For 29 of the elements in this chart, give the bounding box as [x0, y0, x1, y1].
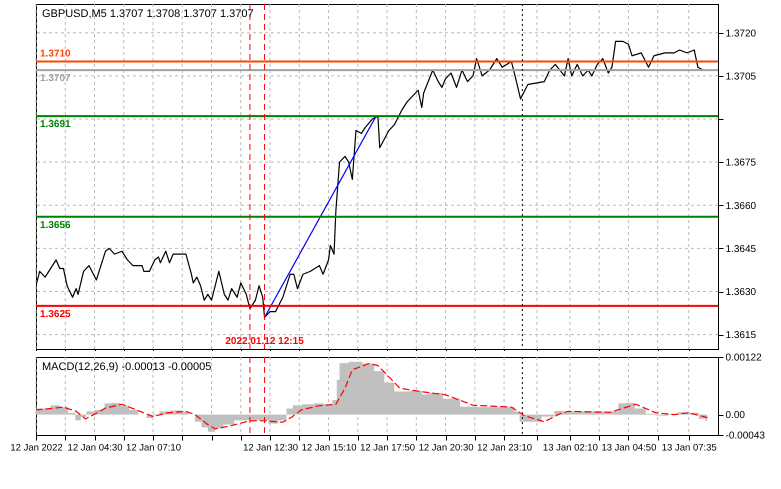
y-tick-label: 1.3645 — [726, 244, 757, 255]
x-tick-label: 12 Jan 04:30 — [68, 442, 122, 454]
chart-title: MACD(12,26,9) -0.00013 -0.00005 — [42, 361, 212, 373]
y-tick-label: 1.3675 — [726, 158, 757, 169]
x-tick-label: 12 Jan 20:30 — [418, 442, 474, 454]
y-tick-label: 0.00122 — [726, 352, 762, 364]
x-tick-label: 12 Jan 17:50 — [360, 442, 416, 454]
ref-line-label: 1.3691 — [40, 119, 72, 130]
x-tick-label: 13 Jan 07:35 — [662, 442, 717, 454]
ref-line-label: 1.3656 — [40, 220, 72, 231]
x-tick-label: 12 Jan 23:10 — [477, 442, 532, 454]
x-tick-label: 12 Jan 12:30 — [243, 442, 298, 454]
ref-line-label: 1.3625 — [40, 308, 72, 320]
y-tick-label: 1.3705 — [726, 71, 757, 82]
y-tick-label: 1.3660 — [726, 200, 757, 212]
y-tick-label: 1.3630 — [726, 287, 757, 298]
y-tick-label: 1.3720 — [726, 28, 757, 40]
x-tick-label: 13 Jan 02:10 — [542, 442, 598, 454]
x-tick-label: 12 Jan 2022 — [10, 442, 63, 454]
ref-line-label: 1.3710 — [40, 48, 72, 60]
x-tick-label: 13 Jan 04:50 — [601, 442, 656, 454]
y-tick-label: 1.3615 — [726, 330, 757, 342]
y-tick-label: 0.00 — [726, 410, 746, 422]
x-tick-label: 12 Jan 15:10 — [302, 442, 357, 454]
chart-title: GBPUSD,M5 1.3707 1.3708 1.3707 1.3707 — [42, 8, 254, 20]
ref-line-label: 1.3707 — [40, 73, 72, 84]
ref-line-label: 2022.01.12 12:15 — [225, 336, 304, 347]
x-tick-label: 12 Jan 07:10 — [126, 442, 181, 454]
y-tick-label: -0.00043 — [726, 430, 766, 442]
